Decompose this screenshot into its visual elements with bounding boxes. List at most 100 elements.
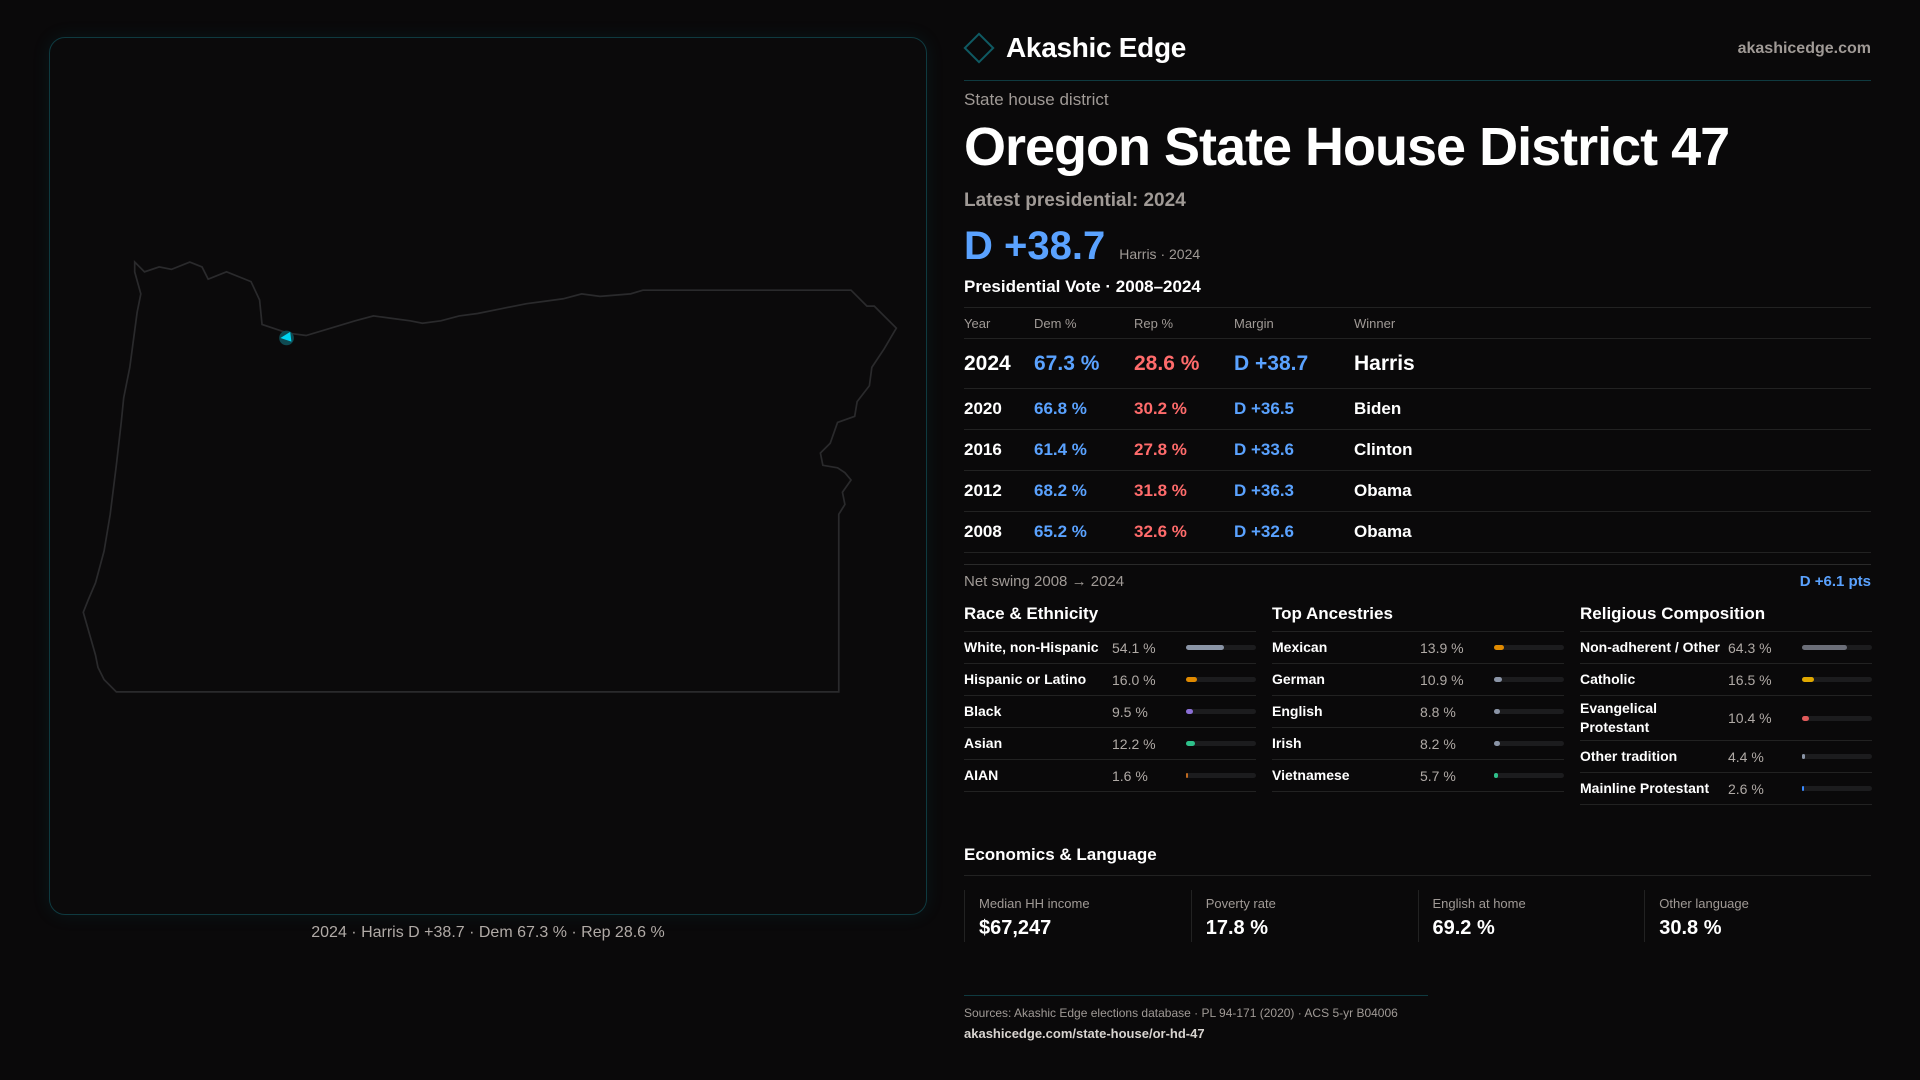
section-title: Race & Ethnicity	[964, 602, 1256, 632]
divider	[964, 875, 1871, 876]
cell-margin: D +36.5	[1234, 399, 1295, 418]
stat-card: Poverty rate 17.8 %	[1190, 890, 1418, 942]
table-row: 2020 66.8 % 30.2 % D +36.5 Biden	[964, 389, 1871, 430]
item-pct: 16.5 %	[1728, 671, 1772, 688]
list-item: Black 9.5 %	[964, 696, 1256, 728]
bar-track	[1494, 677, 1564, 682]
bar-track	[1802, 677, 1872, 682]
bar-fill	[1494, 741, 1500, 746]
item-pct: 8.2 %	[1420, 735, 1456, 752]
cell-rep: 30.2 %	[1134, 399, 1187, 418]
cell-winner: Obama	[1354, 522, 1412, 541]
bar-fill	[1186, 773, 1188, 778]
item-pct: 1.6 %	[1112, 767, 1148, 784]
item-label: Irish	[1272, 735, 1302, 751]
list-item: Vietnamese 5.7 %	[1272, 760, 1564, 792]
list-item: Irish 8.2 %	[1272, 728, 1564, 760]
list-item: Mainline Protestant 2.6 %	[1580, 773, 1872, 805]
bar-track	[1494, 741, 1564, 746]
bar-track	[1494, 645, 1564, 650]
item-label: Vietnamese	[1272, 767, 1350, 783]
bar-fill	[1186, 645, 1224, 650]
presidential-table: Year Dem % Rep % Margin Winner 2024 67.3 …	[964, 307, 1871, 553]
bar-fill	[1802, 677, 1814, 682]
bar-track	[1186, 677, 1256, 682]
item-label: Non-adherent / Other	[1580, 639, 1721, 655]
cell-dem: 65.2 %	[1034, 522, 1087, 541]
brand-name: Akashic Edge	[1006, 32, 1187, 63]
item-label: English	[1272, 703, 1323, 719]
table-header: Year Dem % Rep % Margin Winner	[964, 308, 1871, 339]
cell-winner: Obama	[1354, 481, 1412, 500]
swing-value: D +6.1 pts	[1799, 573, 1871, 590]
section-title: Religious Composition	[1580, 602, 1872, 632]
stat-label: Other language	[1659, 896, 1749, 911]
bar-fill	[1494, 677, 1502, 682]
stat-label: Poverty rate	[1205, 896, 1276, 911]
brand[interactable]: Akashic Edge	[963, 32, 1187, 64]
cell-winner: Biden	[1354, 399, 1402, 418]
economics-title: Economics & Language	[964, 845, 1157, 864]
stat-value: 69.2 %	[1432, 917, 1495, 939]
col-year: Year	[964, 315, 991, 331]
stat-card: Other language 30.8 %	[1644, 890, 1871, 942]
bar-track	[1186, 773, 1256, 778]
cell-dem: 67.3 %	[1034, 351, 1100, 375]
site-link[interactable]: akashicedge.com	[1737, 40, 1871, 57]
bar-track	[1186, 645, 1256, 650]
latest-sub: Harris · 2024	[1119, 246, 1201, 262]
diamond-logo-icon	[963, 32, 995, 64]
item-label: Mainline Protestant	[1580, 780, 1710, 796]
section-1: Top Ancestries Mexican 13.9 % German 10.9 % E…	[1272, 602, 1564, 792]
divider	[964, 995, 1428, 996]
cell-margin: D +32.6	[1234, 522, 1295, 541]
list-item: Non-adherent / Other 64.3 %	[1580, 632, 1872, 664]
latest-result: D +38.7 Harris · 2024	[964, 222, 1200, 270]
section-title: Top Ancestries	[1272, 602, 1564, 632]
item-pct: 9.5 %	[1112, 703, 1148, 720]
bar-track	[1802, 786, 1872, 791]
cell-margin: D +38.7	[1234, 351, 1309, 375]
bar-fill	[1802, 645, 1847, 650]
latest-margin: D +38.7	[964, 224, 1106, 268]
bar-fill	[1186, 741, 1195, 746]
page-title: Oregon State House District 47	[964, 117, 1730, 177]
item-label: Evangelical Protestant	[1580, 700, 1658, 735]
list-item: White, non-Hispanic 54.1 %	[964, 632, 1256, 664]
cell-margin: D +36.3	[1234, 481, 1295, 500]
bar-fill	[1186, 677, 1198, 682]
cell-winner: Harris	[1354, 351, 1415, 375]
col-winner: Winner	[1354, 315, 1396, 331]
cell-dem: 68.2 %	[1034, 481, 1087, 500]
cell-year: 2012	[964, 481, 1002, 500]
bar-fill	[1802, 754, 1806, 759]
page-url[interactable]: akashicedge.com/state-house/or-hd-47	[964, 1026, 1205, 1041]
table-row: 2016 61.4 % 27.8 % D +33.6 Clinton	[964, 430, 1871, 471]
latest-label: Latest presidential: 2024	[964, 190, 1186, 211]
col-dem: Dem %	[1034, 315, 1077, 331]
bar-fill	[1802, 786, 1804, 791]
item-pct: 10.4 %	[1728, 710, 1772, 726]
list-item: Other tradition 4.4 %	[1580, 741, 1872, 773]
table-row: 2012 68.2 % 31.8 % D +36.3 Obama	[964, 471, 1871, 512]
item-pct: 12.2 %	[1112, 735, 1156, 752]
bar-fill	[1802, 715, 1810, 721]
bar-track	[1802, 715, 1872, 721]
map-caption: 2024 · Harris D +38.7 · Dem 67.3 % · Rep…	[311, 924, 665, 941]
section-0: Race & Ethnicity White, non-Hispanic 54.1 …	[964, 602, 1256, 792]
cell-rep: 27.8 %	[1134, 440, 1187, 459]
item-label: AIAN	[964, 767, 999, 783]
table-row: 2024 67.3 % 28.6 % D +38.7 Harris	[964, 339, 1871, 389]
presidential-title: Presidential Vote · 2008–2024	[964, 277, 1201, 296]
detail-panel: Akashic Edge akashicedge.com State house…	[963, 0, 1872, 1080]
list-item: German 10.9 %	[1272, 664, 1564, 696]
stat-value: 30.8 %	[1659, 917, 1722, 939]
cell-dem: 66.8 %	[1034, 399, 1087, 418]
item-pct: 10.9 %	[1420, 671, 1464, 688]
col-margin: Margin	[1234, 315, 1274, 331]
list-item: English 8.8 %	[1272, 696, 1564, 728]
bar-track	[1802, 754, 1872, 759]
item-pct: 2.6 %	[1728, 780, 1764, 797]
cell-year: 2024	[964, 351, 1011, 375]
map-panel[interactable]	[49, 37, 927, 915]
